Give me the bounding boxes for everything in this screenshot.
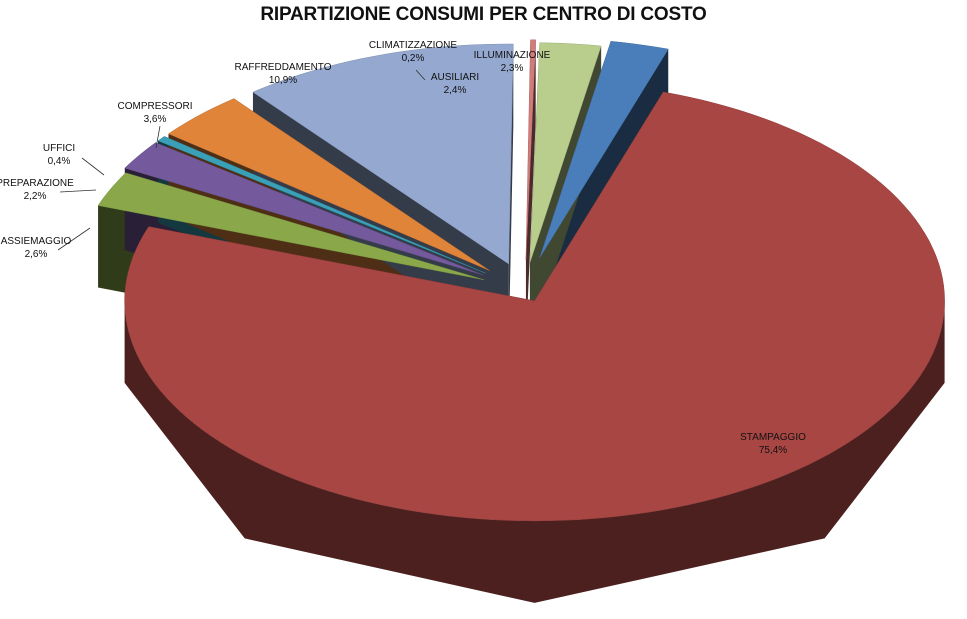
chart-title: RIPARTIZIONE CONSUMI PER CENTRO DI COSTO	[260, 4, 707, 25]
leader-line-compressori	[155, 125, 161, 149]
pie-slice-stampaggio	[124, 91, 945, 522]
slice-value-illuminazione: 2,3%	[501, 63, 524, 74]
slice-side-stampaggio	[124, 300, 945, 603]
slice-value-climatizzazione: 0,2%	[402, 53, 425, 64]
slice-label-illuminazione: ILLUMINAZIONE	[474, 50, 551, 61]
pie-slice-assiemaggio	[97, 172, 485, 281]
slice-value-assiemaggio: 2,6%	[25, 249, 48, 260]
slice-value-raffreddamento: 10,9%	[269, 75, 297, 86]
slice-label-ausiliari: AUSILIARI	[431, 72, 479, 83]
leader-lines	[57, 69, 426, 251]
pie-slice-ausiliari	[529, 42, 602, 263]
pie-slice-raffreddamento	[252, 43, 514, 265]
slice-value-stampaggio: 75,4%	[759, 445, 787, 456]
pie-slice-illuminazione	[539, 41, 669, 259]
pie-slice-uffici	[157, 136, 486, 274]
slice-label-raffreddamento: RAFFREDDAMENTO	[234, 62, 331, 73]
leader-line-assiemaggio	[57, 227, 91, 251]
slice-edge-climatizzazione	[525, 39, 536, 342]
slice-label-stampaggio: STAMPAGGIO	[740, 432, 806, 443]
slice-label-preparazione: PREPARAZIONE	[0, 178, 74, 189]
slice-labels: ILLUMINAZIONE 2,3% STAMPAGGIO 75,4% ASSIEMAG…	[0, 40, 806, 456]
slice-label-compressori: COMPRESSORI	[117, 101, 192, 112]
slice-value-preparazione: 2,2%	[24, 191, 47, 202]
slice-value-uffici: 0,4%	[48, 156, 71, 167]
leader-line-preparazione	[59, 189, 97, 193]
slice-label-climatizzazione: CLIMATIZZAZIONE	[369, 40, 457, 51]
slice-value-ausiliari: 2,4%	[444, 85, 467, 96]
slice-label-uffici: UFFICI	[43, 143, 75, 154]
leader-line-climatizzazione	[415, 69, 426, 81]
leader-line-uffici	[81, 157, 105, 176]
slice-edge-raffreddamento	[508, 44, 514, 346]
pie-top-layer	[97, 39, 945, 522]
pie-slice-compressori	[167, 98, 490, 271]
pie-slice-preparazione	[124, 142, 484, 276]
pie-slice-climatizzazione	[525, 39, 536, 260]
slice-value-compressori: 3,6%	[144, 114, 167, 125]
slice-label-assiemaggio: ASSIEMAGGIO	[1, 236, 72, 247]
